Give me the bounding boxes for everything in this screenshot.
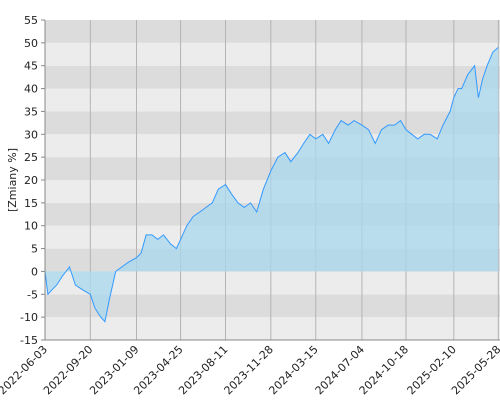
y-tick-label: 55 xyxy=(24,14,38,27)
y-tick-label: 40 xyxy=(24,83,38,96)
y-tick-label: -5 xyxy=(27,288,38,301)
y-tick-label: 0 xyxy=(31,265,38,278)
grid-band xyxy=(45,317,500,340)
y-tick-label: 10 xyxy=(24,220,38,233)
y-tick-label: -10 xyxy=(20,311,38,324)
y-tick-label: 15 xyxy=(24,197,38,210)
y-tick-label: 25 xyxy=(24,151,38,164)
y-axis-label: [Zmiany %] xyxy=(6,148,19,212)
grid-band xyxy=(45,20,500,43)
grid-band xyxy=(45,111,500,135)
grid-band xyxy=(45,42,500,66)
y-tick-label: 5 xyxy=(31,243,38,256)
y-tick-label: -15 xyxy=(20,334,38,347)
y-tick-label: 50 xyxy=(24,37,38,50)
grid-band xyxy=(45,65,500,89)
y-tick-label: 35 xyxy=(24,105,38,118)
grid-band xyxy=(45,88,500,112)
y-tick-label: 20 xyxy=(24,174,38,187)
grid-band xyxy=(45,271,500,295)
area xyxy=(45,47,499,322)
y-tick-label: 30 xyxy=(24,128,38,141)
grid-band xyxy=(45,294,500,318)
line xyxy=(44,47,499,323)
y-tick-label: 45 xyxy=(24,60,38,73)
